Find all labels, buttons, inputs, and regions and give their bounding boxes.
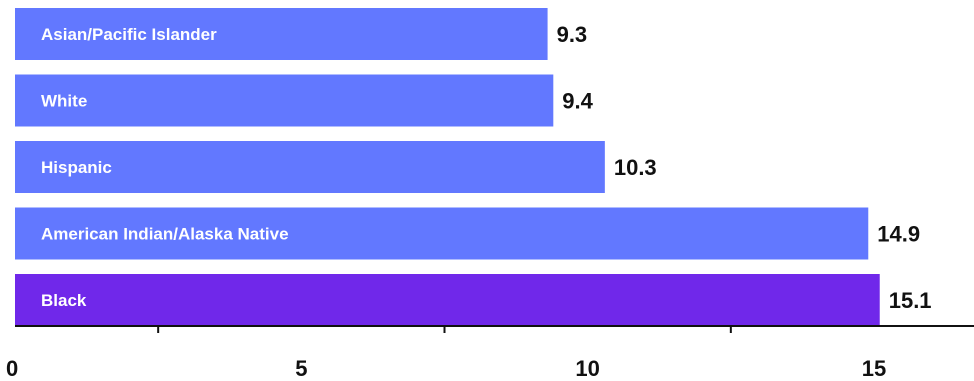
bar-0 (15, 8, 548, 60)
x-tick-label-3: 15 (862, 356, 886, 381)
x-tick-label-0: 0 (6, 356, 18, 381)
bar-category-label-2: Hispanic (41, 158, 112, 177)
bar-2 (15, 141, 605, 193)
bar-category-label-3: American Indian/Alaska Native (41, 225, 289, 244)
bar-3 (15, 207, 869, 260)
bar-1 (15, 74, 554, 127)
x-tick-label-2: 10 (575, 356, 599, 381)
bar-value-label-2: 10.3 (614, 155, 657, 180)
bar-value-label-4: 15.1 (889, 288, 932, 313)
bar-value-label-0: 9.3 (557, 22, 588, 47)
bar-value-label-1: 9.4 (562, 89, 593, 114)
bar-category-label-4: Black (41, 291, 87, 310)
bar-category-label-0: Asian/Pacific Islander (41, 25, 217, 44)
bar-4 (15, 274, 880, 326)
bar-value-label-3: 14.9 (877, 222, 920, 247)
x-tick-label-1: 5 (295, 356, 307, 381)
bar-category-label-1: White (41, 92, 87, 111)
